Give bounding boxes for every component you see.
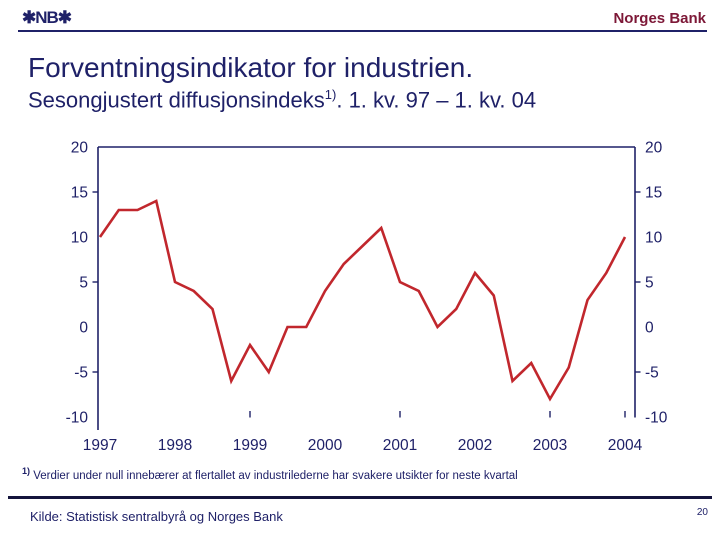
x-tick-label: 2000 <box>308 437 343 454</box>
y-tick-label-left: -5 <box>74 365 88 382</box>
norges-bank-logo: ✱NB✱ <box>22 8 72 27</box>
y-tick-label-right: 5 <box>645 275 654 292</box>
subtitle-footnote-marker: 1) <box>324 87 337 102</box>
x-tick-label: 2004 <box>608 437 643 454</box>
y-tick-label-right: 20 <box>645 140 663 157</box>
x-tick-label: 1998 <box>158 437 192 454</box>
header-divider <box>18 30 707 32</box>
x-tick-label: 2003 <box>533 437 567 454</box>
y-tick-label-left: 15 <box>71 185 88 202</box>
slide-subtitle: Sesongjustert diffusjonsindeks1). 1. kv.… <box>28 87 536 113</box>
x-tick-label: 2002 <box>458 437 492 454</box>
footer-divider <box>8 496 712 499</box>
footnote: 1) Verdier under null innebærer at flert… <box>22 466 518 482</box>
y-tick-label-left: -10 <box>66 410 89 427</box>
y-tick-label-right: 15 <box>645 185 662 202</box>
y-tick-label-left: 0 <box>79 320 88 337</box>
footnote-text: Verdier under null innebærer at flertall… <box>30 469 518 482</box>
x-tick-label: 1999 <box>233 437 267 454</box>
x-tick-label: 1997 <box>83 437 117 454</box>
slide-title: Forventningsindikator for industrien. <box>28 52 474 83</box>
y-tick-label-right: 10 <box>645 230 663 247</box>
y-tick-label-right: 0 <box>645 320 654 337</box>
y-tick-label-left: 20 <box>71 140 89 157</box>
footnote-marker: 1) <box>22 466 31 476</box>
subtitle-text: Sesongjustert diffusjonsindeks <box>28 87 325 113</box>
y-tick-label-right: -5 <box>645 365 659 382</box>
y-tick-label-left: 10 <box>71 230 89 247</box>
y-tick-label-right: -10 <box>645 410 668 427</box>
bank-name-label: Norges Bank <box>613 10 706 27</box>
subtitle-range: . 1. kv. 97 – 1. kv. 04 <box>336 87 537 113</box>
page-number: 20 <box>696 507 708 518</box>
x-tick-label: 2001 <box>383 437 417 454</box>
source-label: Kilde: Statistisk sentralbyrå og Norges … <box>30 509 283 524</box>
data-line-expectations-indicator <box>98 199 627 402</box>
y-tick-label-left: 5 <box>79 275 88 292</box>
